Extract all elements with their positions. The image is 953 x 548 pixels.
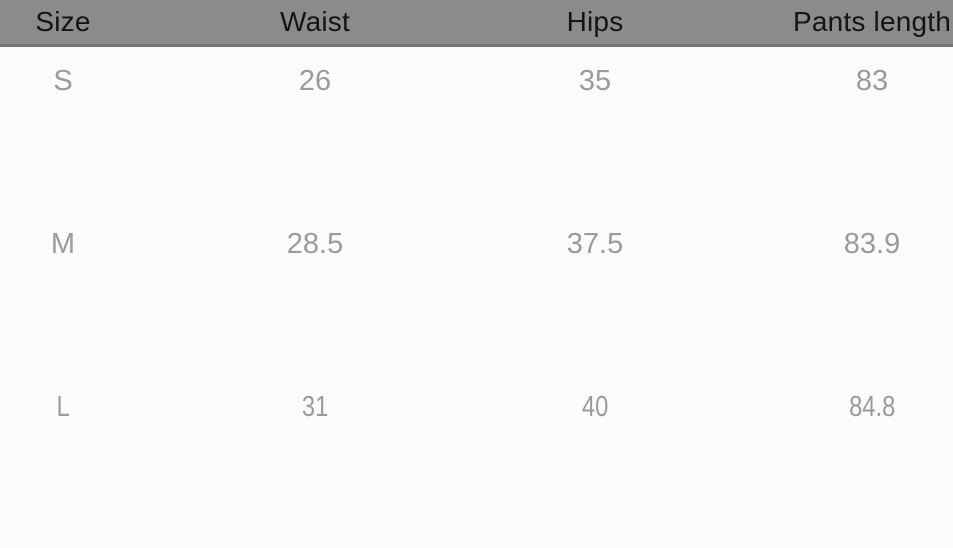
cell-waist: 28.5 — [126, 210, 504, 373]
cell-waist: 26 — [126, 46, 504, 211]
cell-size: S — [0, 46, 126, 211]
table-row-xl: XL 33.5 42.5 85.7 — [0, 536, 953, 548]
pants-length-value: 83.9 — [843, 228, 901, 260]
cell-hips: 40 — [504, 373, 686, 536]
hips-value: 35 — [578, 65, 612, 97]
waist-value: 26 — [298, 65, 332, 97]
table-row-s: S 26 35 83 — [0, 46, 953, 211]
header-row: Size Waist Hips Pants length — [0, 0, 953, 47]
table-row-m: M 28.5 37.5 83.9 — [0, 210, 953, 373]
hips-value: 37.5 — [566, 228, 624, 260]
column-header-size: Size — [0, 0, 126, 47]
waist-value: 31 — [301, 391, 329, 423]
cell-hips: 37.5 — [504, 210, 686, 373]
column-header-pants-length: Pants length — [686, 0, 953, 47]
cell-pants-length: 83 — [686, 46, 953, 211]
cell-pants-length: 84.8 — [686, 373, 953, 536]
size-value: S — [53, 65, 73, 97]
pants-length-value: 84.8 — [848, 391, 896, 423]
column-header-hips: Hips — [504, 0, 686, 47]
column-header-waist: Waist — [126, 0, 504, 47]
cell-waist: 31 — [126, 373, 504, 536]
size-value: L — [56, 391, 70, 423]
size-value: M — [50, 228, 76, 260]
hips-value: 40 — [581, 391, 609, 423]
size-chart-body: S 26 35 83 M 28.5 37.5 83.9 L 31 40 84.8… — [0, 46, 953, 548]
size-chart-header: Size Waist Hips Pants length — [0, 0, 953, 47]
cell-size: M — [0, 210, 126, 373]
cell-pants-length: 85.7 — [686, 536, 953, 548]
table-row-l: L 31 40 84.8 — [0, 373, 953, 536]
pants-length-value: 83 — [855, 65, 889, 97]
cell-hips: 42.5 — [504, 536, 686, 548]
cell-pants-length: 83.9 — [686, 210, 953, 373]
cell-hips: 35 — [504, 46, 686, 211]
cell-size: L — [0, 373, 126, 536]
cell-waist: 33.5 — [126, 536, 504, 548]
cell-size: XL — [0, 536, 126, 548]
waist-value: 28.5 — [286, 228, 344, 260]
